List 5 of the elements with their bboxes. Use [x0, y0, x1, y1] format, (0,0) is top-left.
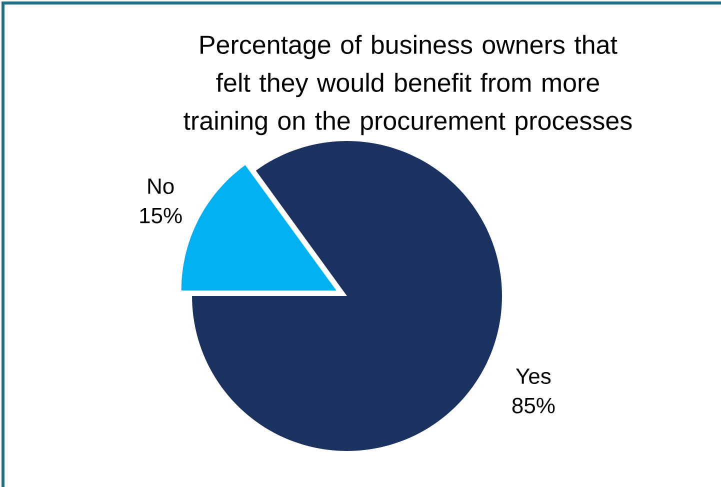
slice-label: No	[148, 178, 174, 194]
data-label: 85%	[512, 398, 555, 414]
data-label: 15%	[140, 208, 182, 224]
slice-label: Yes	[516, 368, 551, 384]
chart-title: Percentage of business owners that felt they would benefit from more training on the procurement processes	[184, 34, 632, 136]
